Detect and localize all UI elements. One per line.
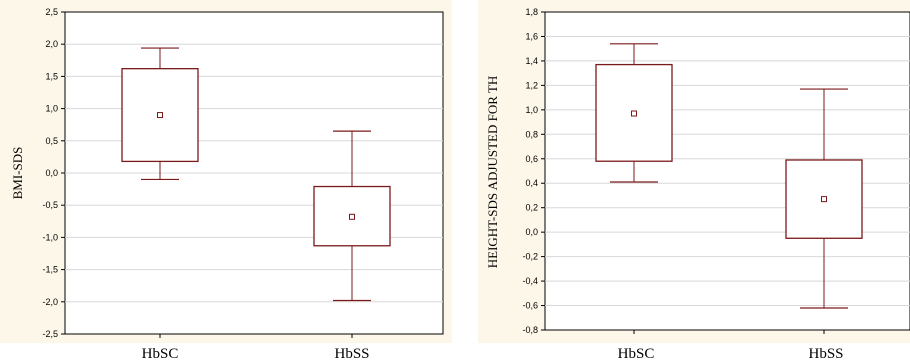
chart2-y-tick-label: -0,2 <box>522 252 538 262</box>
chart1-y-tick-label: 2,5 <box>45 7 58 17</box>
chart2-y-tick-label: 1,8 <box>525 7 538 17</box>
chart1-y-tick-label: 1,5 <box>45 71 58 81</box>
chart2-y-tick-label: 0,8 <box>525 129 538 139</box>
chart2-y-tick-label: 0,2 <box>525 203 538 213</box>
chart1-hbsc-mean-marker <box>157 112 163 119</box>
chart2-x-label-hbsc: HbSC <box>618 346 655 362</box>
chart2-hbsc-mean-marker <box>631 110 637 117</box>
chart1-y-tick-label: -2,0 <box>42 297 58 307</box>
chart2-y-tick-label: 0,0 <box>525 227 538 237</box>
chart2-x-label-hbss: HbSS <box>808 346 843 362</box>
chart1-x-label-hbss: HbSS <box>334 346 369 362</box>
chart1-y-axis-label: BMI-SDS <box>10 147 25 200</box>
chart1-y-tick-label: 2,0 <box>45 39 58 49</box>
chart1-y-tick-label: -1,0 <box>42 232 58 242</box>
chart1-y-tick-label: 0,5 <box>45 136 58 146</box>
chart1-y-tick-label: -1,5 <box>42 265 58 275</box>
chart2-y-tick-label: 0,4 <box>525 178 538 188</box>
chart2-y-tick-label: -0,4 <box>522 276 538 286</box>
chart2-hbss-mean-marker <box>821 196 827 203</box>
chart2-y-tick-label: 1,4 <box>525 56 538 66</box>
chart2-y-axis-label: HEIGHT-SDS ADJUSTED FOR TH <box>485 76 500 269</box>
chart2-y-tick-label: 0,6 <box>525 154 538 164</box>
chart1-y-tick-label: -2,5 <box>42 329 58 339</box>
chart1-y-tick-label: 1,0 <box>45 104 58 114</box>
chart2-y-tick-label: 1,2 <box>525 80 538 90</box>
chart1-y-tick-label: 0,0 <box>45 168 58 178</box>
chart2-y-tick-label: -0,6 <box>522 301 538 311</box>
chart2-y-tick-label: 1,6 <box>525 31 538 41</box>
chart1-hbss-mean-marker <box>349 213 355 220</box>
chart2-y-tick-label: -0,8 <box>522 325 538 335</box>
chart1-x-label-hbsc: HbSC <box>142 346 179 362</box>
chart2-y-tick-label: 1,0 <box>525 105 538 115</box>
chart1-y-tick-label: -0,5 <box>42 200 58 210</box>
